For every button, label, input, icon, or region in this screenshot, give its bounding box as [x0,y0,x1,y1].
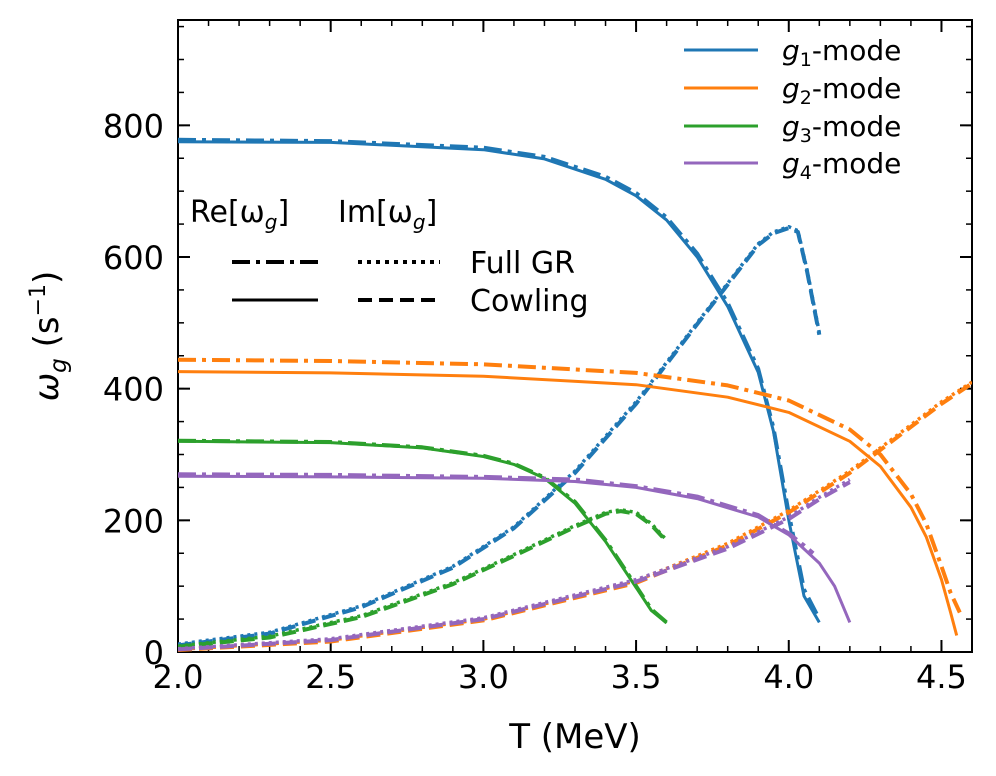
y-tick-label: 800 [103,107,164,145]
series-g4-solid [178,474,852,623]
y-tick-label: 400 [103,371,164,409]
y-tick-label: 0 [144,634,164,672]
axis-ticks [177,20,973,653]
series-g3-dashed [178,509,669,649]
series-g4-dashed [178,480,851,652]
x-tick-label: 2.0 [153,658,204,696]
legend-label-g4: g4-mode [782,147,901,184]
series-g2-solid [178,370,959,636]
legend-label-g2: g2-mode [782,72,901,109]
series-g2-dashdot [178,357,962,614]
series-g4-dashdot [178,472,815,555]
x-tick-label: 4.0 [763,658,814,696]
style-legend-cowling-label: Cowling [470,284,589,319]
y-axis-label: ωg (s−1) [26,271,72,402]
y-tick-label: 200 [103,502,164,540]
mode-legend: g1-mode g2-mode g3-mode g4-mode [684,34,901,184]
x-tick-label: 3.5 [611,658,662,696]
legend-label-g1: g1-mode [782,34,901,71]
legend-label-g3: g3-mode [782,110,901,147]
x-tick-label: 2.5 [305,658,356,696]
style-legend: Re[ωg] Im[ωg] Full GR Cowling [190,195,589,319]
plot-area [177,19,973,653]
style-legend-full-gr-label: Full GR [470,246,575,281]
y-tick-label: 600 [103,239,164,277]
series-g1-dotted [178,224,822,646]
tick-labels: 2.0 2.5 3.0 3.5 4.0 4.5 0 200 400 600 800 [103,107,967,696]
series-g1-dashed [178,226,822,648]
series-g1-solid [178,140,821,624]
style-legend-re-header: Re[ωg] [190,195,289,234]
x-axis-label: T (MeV) [508,717,641,757]
x-tick-label: 3.0 [458,658,509,696]
style-legend-im-header: Im[ωg] [338,195,437,234]
x-tick-label: 4.5 [916,658,967,696]
series-group [178,137,972,652]
